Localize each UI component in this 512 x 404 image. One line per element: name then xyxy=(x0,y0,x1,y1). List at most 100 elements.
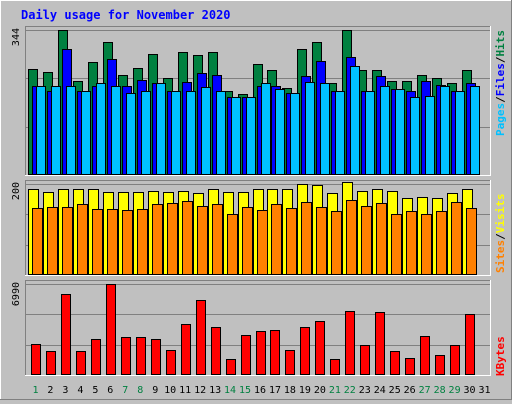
bar-kbytes-day-29 xyxy=(450,345,460,375)
bar-pages-day-23 xyxy=(365,91,375,175)
bar-sites-day-22 xyxy=(346,200,357,275)
legend-kbytes: KBytes xyxy=(494,336,507,376)
bar-kbytes-day-6 xyxy=(106,284,116,375)
y-max-label: 6990 xyxy=(11,282,22,306)
bar-sites-day-20 xyxy=(316,207,327,275)
x-tick-label-23: 23 xyxy=(359,385,371,396)
legend-hits: Hits xyxy=(494,30,507,57)
x-tick-label-6: 6 xyxy=(107,385,113,396)
y-max-label: 200 xyxy=(11,182,22,200)
x-tick-label-31: 31 xyxy=(478,385,490,396)
bar-pages-day-20 xyxy=(320,83,330,175)
x-tick-label-10: 10 xyxy=(164,385,176,396)
bar-pages-day-19 xyxy=(305,82,315,175)
bar-pages-day-21 xyxy=(335,91,345,175)
bar-sites-day-6 xyxy=(107,209,118,275)
x-tick-label-19: 19 xyxy=(299,385,311,396)
bar-sites-day-23 xyxy=(361,206,372,275)
bar-sites-day-7 xyxy=(122,210,133,275)
bar-pages-day-1 xyxy=(36,86,46,175)
bar-sites-day-3 xyxy=(62,207,73,275)
bar-pages-day-9 xyxy=(156,83,166,175)
bar-pages-day-3 xyxy=(66,86,76,175)
bar-pages-day-12 xyxy=(201,87,211,175)
bar-sites-day-11 xyxy=(182,201,193,275)
bar-kbytes-day-25 xyxy=(390,351,400,375)
bar-kbytes-day-26 xyxy=(405,358,415,375)
bar-sites-day-24 xyxy=(376,203,387,275)
bar-kbytes-day-28 xyxy=(435,355,445,375)
bar-pages-day-5 xyxy=(96,83,106,175)
bar-kbytes-day-27 xyxy=(420,336,430,375)
x-tick-label-1: 1 xyxy=(32,385,38,396)
x-tick-label-16: 16 xyxy=(254,385,266,396)
bar-sites-day-9 xyxy=(152,204,163,275)
x-tick-label-26: 26 xyxy=(404,385,416,396)
bar-sites-day-16 xyxy=(257,210,268,275)
bar-pages-day-27 xyxy=(425,96,435,175)
x-tick-label-30: 30 xyxy=(464,385,476,396)
bar-sites-day-10 xyxy=(167,203,178,275)
bar-sites-day-25 xyxy=(391,214,402,275)
bar-sites-day-28 xyxy=(436,211,447,275)
bar-pages-day-8 xyxy=(141,91,151,175)
bar-pages-day-10 xyxy=(171,91,181,175)
x-tick-label-22: 22 xyxy=(344,385,356,396)
x-tick-label-11: 11 xyxy=(179,385,191,396)
x-tick-label-5: 5 xyxy=(92,385,98,396)
x-tick-label-14: 14 xyxy=(224,385,236,396)
x-tick-label-27: 27 xyxy=(419,385,431,396)
legend-middle: Sites/Visits xyxy=(494,194,507,274)
bar-kbytes-day-10 xyxy=(166,350,176,375)
x-tick-label-9: 9 xyxy=(152,385,158,396)
bar-kbytes-day-3 xyxy=(61,294,71,375)
bar-kbytes-day-21 xyxy=(330,359,340,375)
bar-pages-day-24 xyxy=(380,86,390,175)
bar-pages-day-22 xyxy=(350,66,360,175)
x-tick-label-28: 28 xyxy=(434,385,446,396)
bar-kbytes-day-5 xyxy=(91,339,101,375)
bar-pages-day-13 xyxy=(216,91,226,175)
y-max-label: 344 xyxy=(11,28,22,46)
bar-kbytes-day-19 xyxy=(300,327,310,375)
bar-pages-day-17 xyxy=(275,89,285,175)
x-tick-label-2: 2 xyxy=(47,385,53,396)
bar-sites-day-19 xyxy=(301,202,312,275)
x-axis-day-labels: 1 2 3 4 5 6 7 8 9 10 11 12 13 14 15 16 17 18 19 20 21 22 23 24 2… xyxy=(32,385,490,396)
bar-pages-day-7 xyxy=(126,93,136,175)
legend-sites: Sites xyxy=(494,240,507,273)
bar-kbytes-day-16 xyxy=(256,331,266,375)
bar-sites-day-18 xyxy=(286,208,297,275)
bar-kbytes-day-8 xyxy=(136,337,146,375)
bar-pages-day-29 xyxy=(455,91,465,175)
x-tick-label-17: 17 xyxy=(269,385,281,396)
x-tick-label-4: 4 xyxy=(77,385,83,396)
bar-kbytes-day-18 xyxy=(285,350,295,375)
bar-kbytes-day-15 xyxy=(241,335,251,375)
x-tick-label-25: 25 xyxy=(389,385,401,396)
x-tick-label-13: 13 xyxy=(209,385,221,396)
chart-title: Daily usage for November 2020 xyxy=(21,8,231,22)
panel-visits-sites: 200 xyxy=(11,180,491,276)
bar-sites-day-1 xyxy=(32,208,43,275)
bar-sites-day-30 xyxy=(466,208,477,275)
bar-pages-day-4 xyxy=(81,91,91,175)
bar-sites-day-13 xyxy=(212,204,223,275)
x-tick-label-29: 29 xyxy=(449,385,461,396)
bar-pages-day-15 xyxy=(246,97,256,175)
bar-kbytes-day-22 xyxy=(345,311,355,375)
bar-sites-day-17 xyxy=(271,204,282,275)
bar-kbytes-day-4 xyxy=(76,351,86,375)
bar-kbytes-day-13 xyxy=(211,327,221,375)
bar-sites-day-14 xyxy=(227,214,238,275)
legend-bottom: KBytes xyxy=(494,336,507,376)
bar-sites-day-12 xyxy=(197,206,208,275)
bar-sites-day-27 xyxy=(421,214,432,275)
x-tick-label-24: 24 xyxy=(374,385,386,396)
x-tick-label-7: 7 xyxy=(122,385,128,396)
bar-sites-day-8 xyxy=(137,209,148,275)
bar-pages-day-28 xyxy=(440,86,450,175)
bar-sites-day-26 xyxy=(406,211,417,275)
